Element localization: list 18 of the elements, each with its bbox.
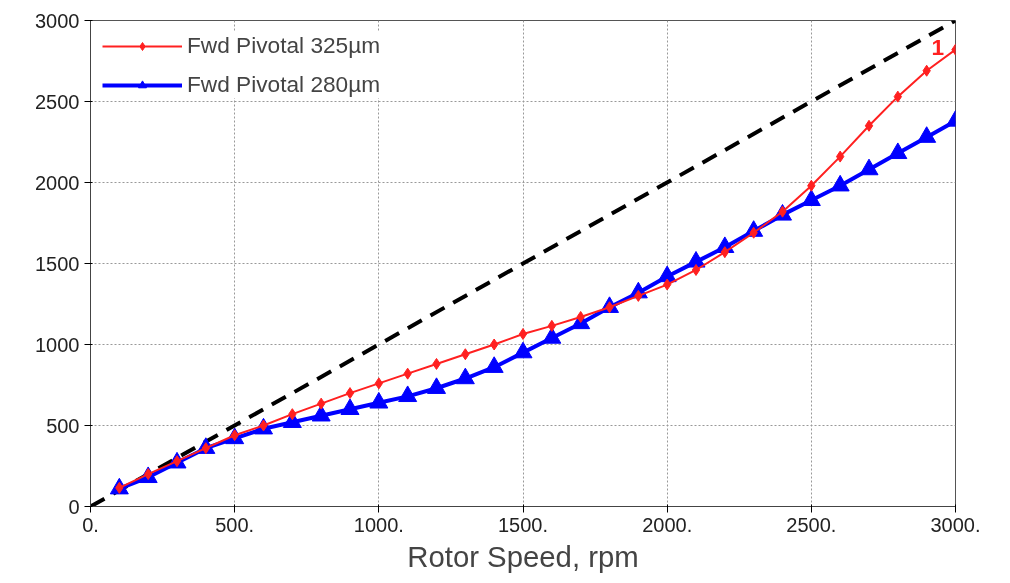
y-tick-label: 1500 xyxy=(35,252,80,275)
x-tick-label: 2000. xyxy=(642,513,693,536)
y-tick-label: 0 xyxy=(68,495,80,518)
x-axis-title: Rotor Speed, rpm xyxy=(407,539,639,573)
y-tick-label: 500 xyxy=(46,414,80,437)
x-tick-label: 1000. xyxy=(353,513,404,536)
annotation: 1 xyxy=(931,33,945,60)
legend-label: Fwd Pivotal 280µm xyxy=(187,71,381,98)
legend-label: Fwd Pivotal 325µm xyxy=(187,32,381,59)
y-tick-label: 2000 xyxy=(35,171,80,194)
x-tick-label: 2500. xyxy=(786,513,837,536)
y-tick-label: 3000 xyxy=(35,9,80,32)
y-tick-label: 1000 xyxy=(35,333,80,356)
y-tick-label: 2500 xyxy=(35,90,80,113)
x-tick-label: 0. xyxy=(82,513,99,536)
x-tick-label: 500. xyxy=(215,513,255,536)
x-tick-label: 1500. xyxy=(497,513,549,536)
x-tick-label: 3000. xyxy=(930,513,981,536)
